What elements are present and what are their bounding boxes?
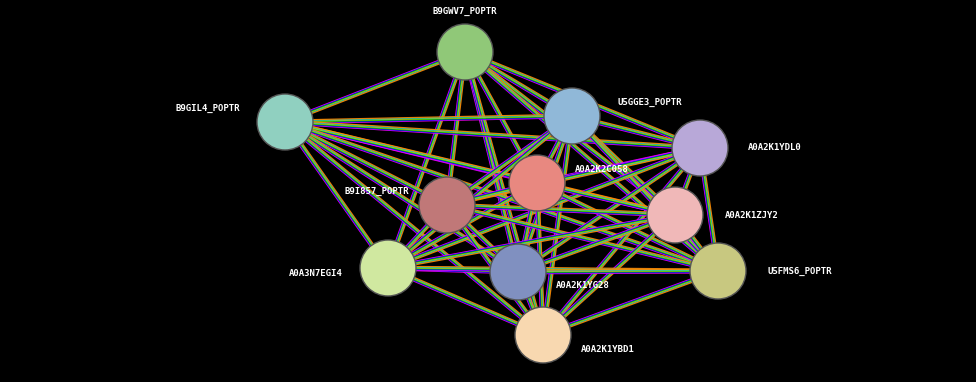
Text: A0A2K1ZJY2: A0A2K1ZJY2 bbox=[725, 210, 779, 220]
Circle shape bbox=[437, 24, 493, 80]
Text: A0A2K2C058: A0A2K2C058 bbox=[575, 165, 629, 173]
Circle shape bbox=[257, 94, 313, 150]
Circle shape bbox=[515, 307, 571, 363]
Circle shape bbox=[544, 88, 600, 144]
Circle shape bbox=[490, 244, 546, 300]
Circle shape bbox=[509, 155, 565, 211]
Text: B9I857_POPTR: B9I857_POPTR bbox=[345, 186, 409, 196]
Text: A0A3N7EGI4: A0A3N7EGI4 bbox=[289, 269, 343, 277]
Text: U5FMS6_POPTR: U5FMS6_POPTR bbox=[768, 267, 833, 275]
Circle shape bbox=[419, 177, 475, 233]
Text: A0A2K1YBD1: A0A2K1YBD1 bbox=[581, 345, 634, 353]
Text: B9GWV7_POPTR: B9GWV7_POPTR bbox=[432, 7, 497, 16]
Circle shape bbox=[672, 120, 728, 176]
Text: B9GIL4_POPTR: B9GIL4_POPTR bbox=[176, 104, 240, 113]
Circle shape bbox=[647, 187, 703, 243]
Text: A0A2K1YG28: A0A2K1YG28 bbox=[556, 282, 610, 290]
Circle shape bbox=[360, 240, 416, 296]
Circle shape bbox=[690, 243, 746, 299]
Text: U5GGE3_POPTR: U5GGE3_POPTR bbox=[617, 97, 681, 107]
Text: A0A2K1YDL0: A0A2K1YDL0 bbox=[748, 144, 801, 152]
